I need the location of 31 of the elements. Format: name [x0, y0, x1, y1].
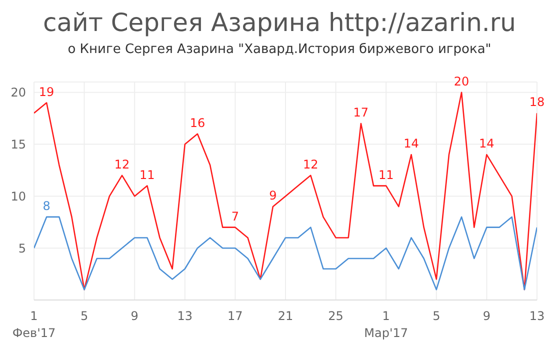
x-tick-label: 21 — [278, 309, 294, 323]
x-tick-label: 5 — [80, 309, 88, 323]
data-label: 12 — [114, 157, 130, 172]
x-tick-label: 1 Фев'17 — [12, 309, 56, 340]
y-tick-label: 20 — [10, 86, 26, 100]
data-label: 19 — [38, 84, 54, 99]
x-tick-label: 9 — [130, 309, 138, 323]
x-tick-label: 1 Мар'17 — [364, 309, 408, 340]
data-label: 11 — [378, 168, 394, 182]
data-label: 7 — [231, 209, 240, 224]
data-label: 8 — [42, 198, 50, 213]
y-tick-label: 15 — [10, 138, 26, 152]
data-label: 17 — [353, 106, 369, 120]
x-tick-label: 9 — [482, 309, 491, 323]
y-tick-label: 5 — [18, 241, 26, 256]
data-label: 12 — [303, 157, 318, 172]
data-label: 14 — [479, 136, 494, 151]
x-tick-label: 25 — [328, 309, 344, 323]
data-label: 20 — [454, 74, 470, 88]
x-tick-label: 13 — [177, 309, 193, 323]
x-tick-label: 13 — [529, 309, 545, 323]
data-label: 16 — [190, 116, 206, 130]
y-tick-label: 10 — [10, 189, 26, 204]
x-tick-label: 17 — [228, 309, 243, 323]
data-label: 9 — [269, 188, 277, 203]
chart-subtitle: о Книге Сергея Азарина "Хавард.История биржевого игрока" — [66, 41, 492, 59]
data-label: 14 — [404, 136, 419, 151]
data-label: 11 — [140, 168, 155, 182]
x-tick-label: 5 — [432, 309, 440, 323]
data-label: 18 — [529, 95, 545, 110]
chart-title: сайт Сергея Азарина http://azarin.ru — [42, 7, 517, 39]
